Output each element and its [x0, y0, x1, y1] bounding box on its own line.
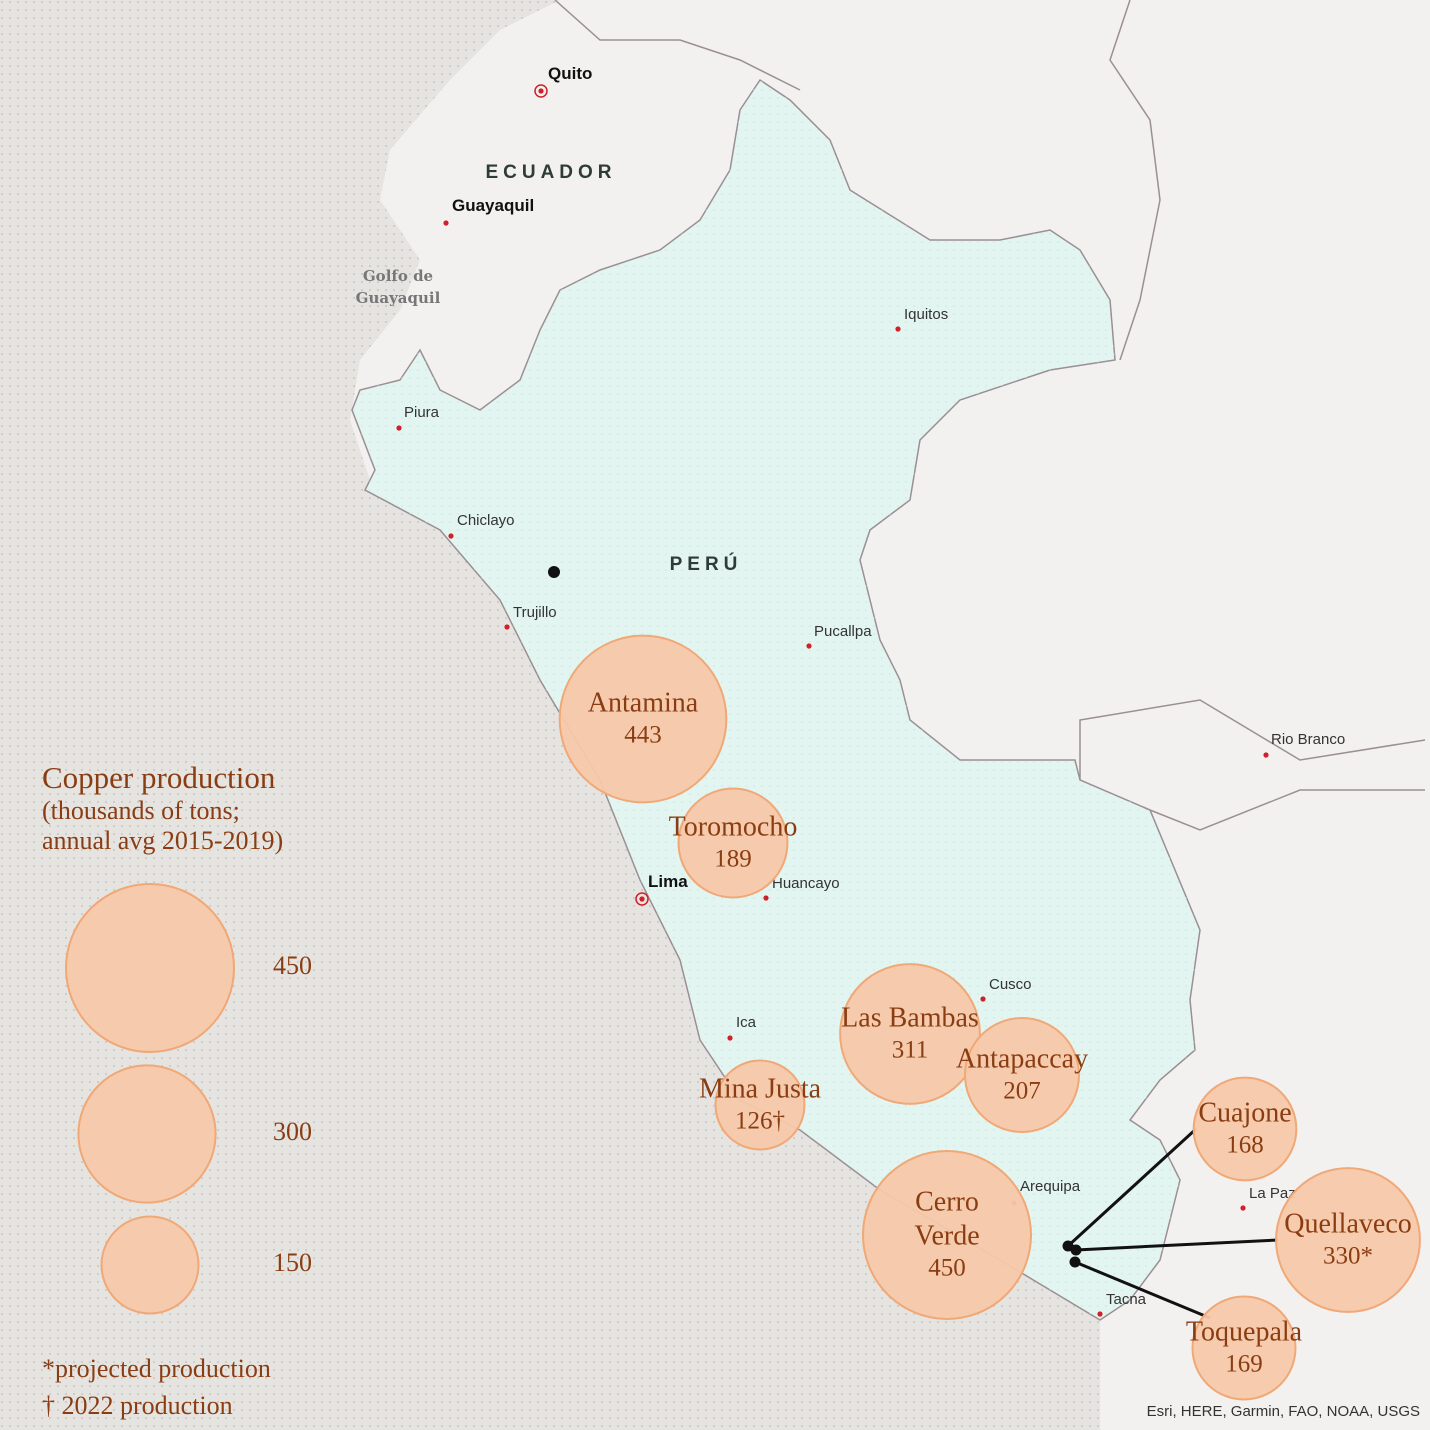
mine-value: 126† [734, 1107, 785, 1135]
mine-name: Las Bambas [841, 1002, 979, 1034]
mine-bubble [558, 634, 728, 804]
place-dot [1263, 752, 1269, 758]
sea-texture [0, 0, 1100, 1430]
place-dot [504, 624, 510, 630]
place-dot [639, 896, 645, 902]
mine-name: Toromocho [668, 811, 798, 843]
mine-label: Toromocho 189 [669, 811, 798, 876]
mine-name: Toquepala [1185, 1316, 1303, 1348]
capital-marker [534, 84, 548, 98]
legend-note: † 2022 production [42, 1391, 233, 1420]
place-label: Guayaquil [452, 196, 534, 215]
peru-texture [352, 80, 1200, 1320]
place-dot [763, 895, 769, 901]
legend-title-block: Copper production (thousands of tons; an… [42, 760, 283, 856]
mine-bubble [1275, 1167, 1421, 1313]
place-dot [727, 1035, 733, 1041]
mine-name: Cerro Verde [914, 1186, 980, 1252]
mine-name: Antapaccay [955, 1043, 1089, 1075]
place-dot [806, 643, 812, 649]
mine-name: Mina Justa [698, 1073, 822, 1105]
legend-bubble [64, 882, 236, 1054]
mine-name: Antamina [587, 687, 699, 719]
mine-label: Quellaveco 330* [1284, 1208, 1412, 1273]
place-dot [396, 425, 402, 431]
legend-subtitle: annual avg 2015-2019) [42, 826, 284, 855]
country-label: PERÚ [670, 553, 743, 575]
borders [554, 0, 1426, 831]
mine-value: 450 [928, 1254, 966, 1282]
place-label: Iquitos [904, 306, 948, 323]
mine-name: Quellaveco [1284, 1208, 1412, 1240]
mine-bubble [677, 787, 789, 899]
water-label: Golfo de [363, 267, 433, 285]
place-label: Huancayo [772, 875, 840, 892]
mine-value: 189 [714, 845, 752, 873]
place-label: Tacna [1106, 1291, 1147, 1308]
mine-label: Toquepala 169 [1186, 1316, 1302, 1381]
place-label: Trujillo [513, 604, 557, 621]
place-label: Quito [548, 64, 592, 83]
place-label: Pucallpa [814, 623, 872, 640]
legend-title: Copper production [42, 760, 276, 795]
mine-value: 207 [1003, 1077, 1041, 1105]
legend-size-label: 300 [273, 1117, 312, 1146]
legend-notes: *projected production † 2022 production [42, 1350, 271, 1424]
legend-subtitle: (thousands of tons; [42, 796, 240, 825]
mine-label: Mina Justa 126† [699, 1073, 821, 1138]
mine-bubble [861, 1149, 1033, 1321]
mine-value: 168 [1226, 1131, 1264, 1159]
place-dot [1240, 1205, 1246, 1211]
mine-value: 330* [1323, 1242, 1373, 1270]
mine-bubble [714, 1059, 806, 1151]
mine-value: 311 [891, 1036, 929, 1064]
place-label: Arequipa [1020, 1178, 1081, 1195]
capital-marker [635, 892, 649, 906]
country-label: ECUADOR [485, 162, 616, 183]
legend-bubble [100, 1215, 200, 1315]
place-label: La Paz [1249, 1185, 1296, 1202]
mine-bubble [1192, 1076, 1298, 1182]
legend-bubble [77, 1064, 217, 1204]
place-dot [448, 533, 454, 539]
mine-label: Cerro Verde 450 [887, 1186, 1007, 1285]
place-dot [1097, 1311, 1103, 1317]
place-dot [538, 88, 544, 94]
water-label: Guayaquil [356, 289, 441, 307]
mine-label: Las Bambas 311 [841, 1002, 979, 1067]
place-dot [895, 326, 901, 332]
place-dot [980, 996, 986, 1002]
mine-bubble [1191, 1295, 1297, 1401]
mine-name: Cuajone [1198, 1097, 1292, 1129]
mine-label: Cuajone 168 [1198, 1097, 1291, 1162]
mine-bubble [839, 963, 981, 1105]
place-label: Piura [404, 404, 440, 421]
legend-size-label: 450 [273, 951, 312, 980]
leader-lines [1062, 1127, 1279, 1320]
attribution: Esri, HERE, Garmin, FAO, NOAA, USGS [1146, 1403, 1420, 1420]
mine-value: 169 [1225, 1350, 1263, 1378]
mine-bubble [964, 1017, 1080, 1133]
place-label: Ica [736, 1014, 757, 1031]
legend-size-label: 150 [273, 1248, 312, 1277]
place-label: Rio Branco [1271, 731, 1345, 748]
mine-value: 443 [624, 721, 662, 749]
mine-label: Antamina 443 [588, 687, 698, 752]
place-dot [443, 220, 449, 226]
mine-dot [548, 566, 560, 578]
mine-label: Antapaccay 207 [956, 1043, 1088, 1108]
place-label: Chiclayo [457, 512, 515, 529]
place-label: Cusco [989, 976, 1032, 993]
place-label: Lima [648, 872, 688, 891]
legend-note: *projected production [42, 1354, 271, 1383]
